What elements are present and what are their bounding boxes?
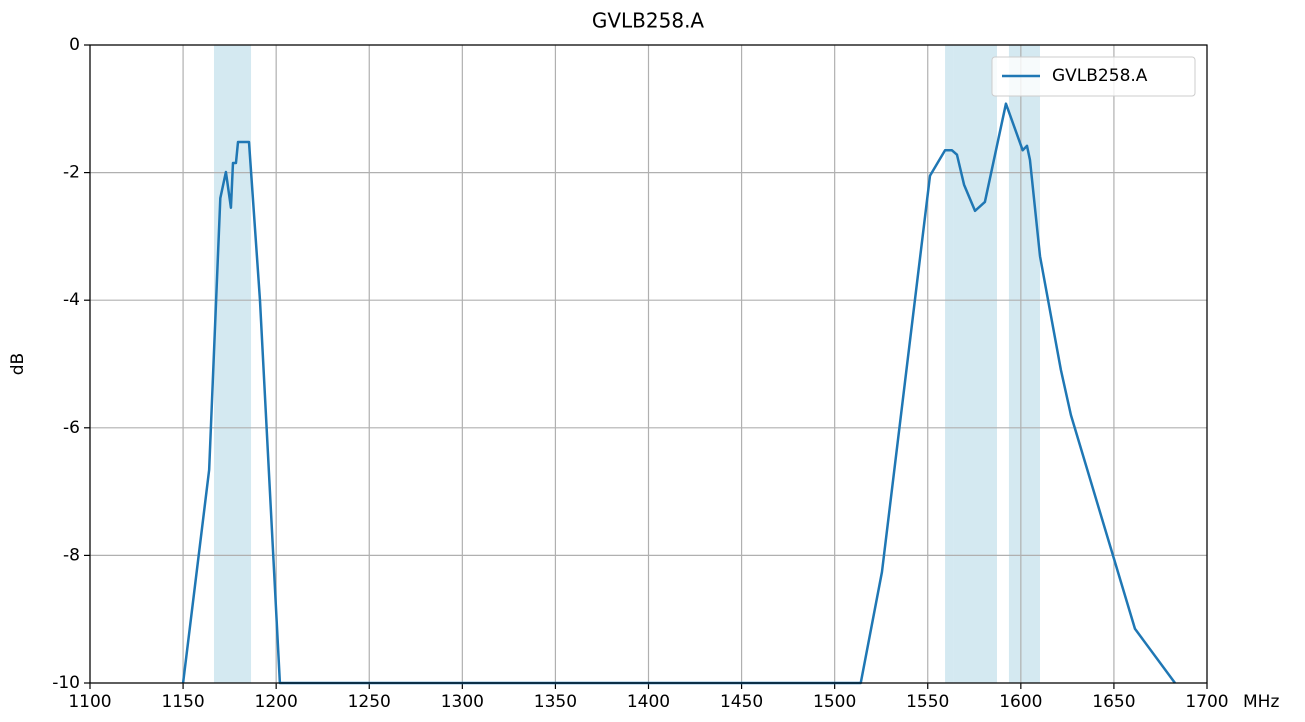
x-tick-label: 1100 (68, 692, 111, 712)
y-tick-label: -10 (52, 673, 80, 693)
x-tick-label: 1300 (441, 692, 484, 712)
x-tick-label: 1400 (627, 692, 670, 712)
legend-box (991, 56, 1196, 97)
chart-title: GVLB258.A (592, 9, 705, 33)
legend-label: GVLB258.A (1052, 66, 1148, 86)
x-tick-label: 1350 (534, 692, 577, 712)
x-tick-label: 1550 (906, 692, 949, 712)
data-line (181, 102, 1176, 685)
y-tick-label: -6 (63, 418, 80, 438)
x-tick-label: 1700 (1185, 692, 1228, 712)
plot-frame (89, 44, 1208, 684)
band (213, 45, 252, 683)
y-tick-label: -8 (63, 545, 80, 565)
x-tick-label: 1450 (720, 692, 763, 712)
x-tick-label: 1250 (348, 692, 391, 712)
y-tick-label: -4 (63, 290, 80, 310)
x-axis-label: MHz (1243, 692, 1279, 712)
y-tick-label: 0 (69, 35, 80, 55)
x-tick-label: 1600 (999, 692, 1042, 712)
band (945, 45, 954, 683)
band (1008, 45, 1041, 683)
x-tick-label: 1200 (255, 692, 298, 712)
y-tick-label: -2 (63, 163, 80, 183)
x-tick-label: 1650 (1092, 692, 1135, 712)
x-tick-label: 1500 (813, 692, 856, 712)
y-axis-label: dB (8, 353, 28, 375)
x-tick-label: 1150 (161, 692, 204, 712)
band (953, 45, 998, 683)
